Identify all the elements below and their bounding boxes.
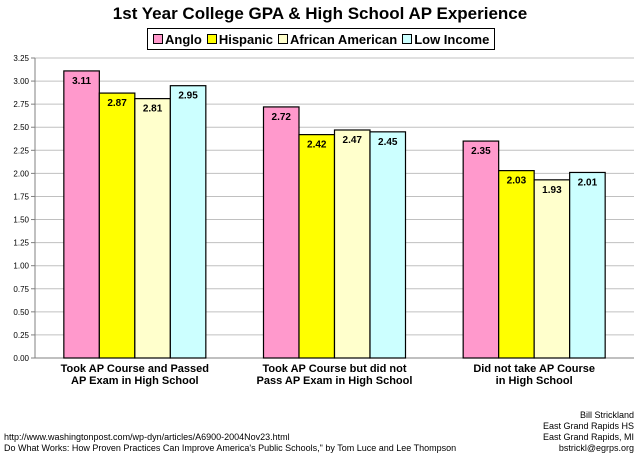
bar: [169, 85, 207, 359]
source-url: http://www.washingtonpost.com/wp-dyn/art…: [4, 432, 290, 442]
legend-item: Low Income: [402, 32, 489, 47]
data-label: 2.87: [107, 98, 127, 109]
y-tick-label: 2.50: [13, 123, 29, 132]
y-tick-label: 1.50: [13, 216, 29, 225]
y-tick-label: 1.75: [13, 192, 29, 201]
bar: [569, 171, 606, 359]
data-label: 2.95: [178, 91, 198, 102]
legend-label: Low Income: [414, 31, 490, 47]
data-label: 2.45: [378, 137, 398, 148]
x-tick-label: AP Exam in High School: [71, 375, 199, 387]
bar: [333, 129, 371, 359]
x-tick-label: in High School: [496, 375, 573, 387]
x-tick-label: Took AP Course but did not: [262, 363, 406, 375]
author-city: East Grand Rapids, MI: [542, 432, 634, 442]
legend-label: Hispanic: [218, 31, 274, 47]
legend-item: African American: [278, 32, 397, 47]
data-label: 1.93: [542, 185, 562, 196]
author-email: bstrickl@egrps.org: [558, 443, 634, 453]
y-tick-label: 1.25: [13, 239, 29, 248]
y-tick-label: 1.00: [13, 262, 29, 271]
data-label: 3.11: [72, 76, 91, 87]
data-label: 2.42: [307, 140, 327, 151]
source-book: Do What Works: How Proven Practices Can …: [4, 443, 457, 453]
chart-title: 1st Year College GPA & High School AP Ex…: [112, 4, 528, 23]
y-tick-label: 2.00: [13, 169, 29, 178]
bar: [298, 134, 336, 359]
data-label: 2.03: [507, 176, 527, 187]
y-tick-label: 3.00: [13, 77, 29, 86]
bar: [98, 92, 136, 359]
legend-swatch: [206, 34, 217, 44]
y-tick-label: 2.25: [13, 146, 29, 155]
y-tick-label: 3.25: [13, 54, 29, 63]
y-tick-label: 0.50: [13, 308, 29, 317]
author-school: East Grand Rapids HS: [542, 421, 634, 431]
data-label: 2.72: [272, 112, 292, 123]
bar: [462, 140, 500, 359]
data-label: 2.35: [471, 146, 491, 157]
bar: [262, 106, 300, 359]
bar: [369, 131, 407, 359]
legend-item: Hispanic: [206, 31, 274, 47]
bar: [63, 70, 100, 359]
legend-swatch: [402, 34, 413, 44]
data-label: 2.01: [578, 177, 598, 188]
bar: [533, 179, 571, 359]
author-info: Bill Strickland East Grand Rapids HS Eas…: [543, 410, 634, 454]
data-label: 2.81: [143, 104, 163, 115]
y-tick-label: 2.75: [13, 100, 29, 109]
x-tick-label: Did not take AP Course: [473, 363, 595, 375]
legend-label: Anglo: [165, 31, 202, 47]
legend-label: African American: [290, 31, 398, 47]
x-tick-label: Took AP Course and Passed: [61, 363, 209, 375]
x-tick-label: Pass AP Exam in High School: [257, 375, 413, 387]
legend-item: Anglo: [153, 32, 202, 47]
source-citation: http://www.washingtonpost.com/wp-dyn/art…: [4, 432, 456, 454]
y-tick-label: 0.00: [13, 354, 29, 363]
y-tick-label: 0.75: [13, 285, 29, 294]
author-name: Bill Strickland: [579, 410, 634, 420]
bar: [134, 98, 171, 359]
legend: Anglo Hispanic African American Low Income: [147, 28, 496, 50]
legend-swatch: [153, 34, 163, 44]
legend-swatch: [278, 34, 289, 44]
y-tick-label: 0.25: [13, 331, 29, 340]
bar: [498, 170, 535, 359]
data-label: 2.47: [343, 135, 363, 146]
